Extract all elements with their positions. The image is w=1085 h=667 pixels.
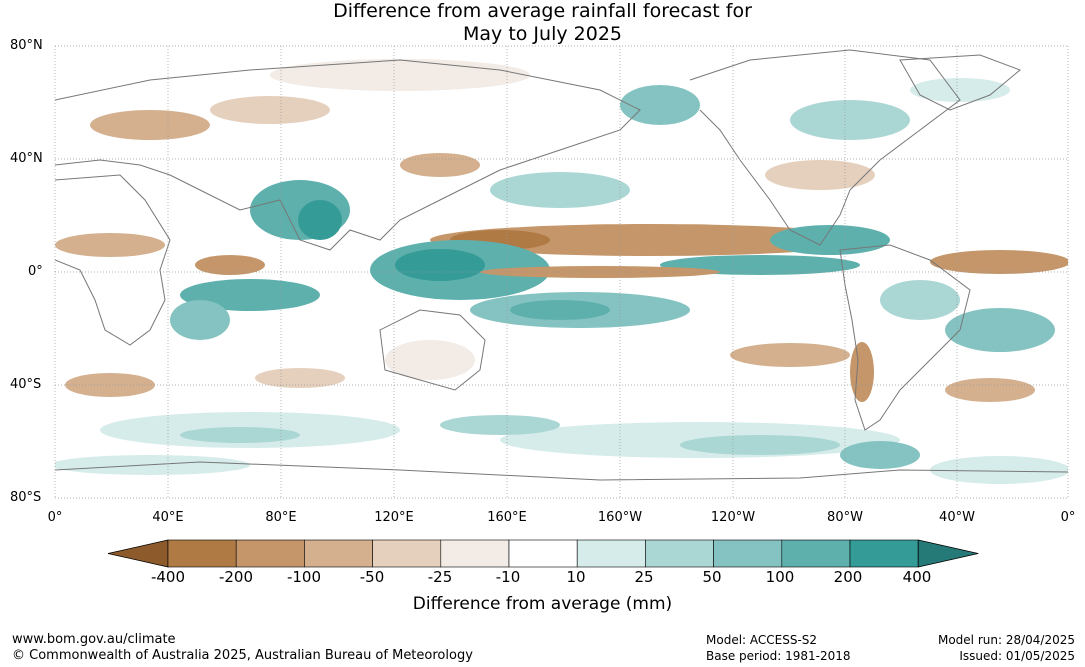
colorbar-bin-10 [781, 539, 851, 568]
colorbar-bin-2 [235, 539, 305, 568]
greenland-outline [899, 54, 1021, 111]
australia-outline [379, 309, 486, 391]
maritime-continent-wet-core [395, 249, 485, 281]
lat-label-0: 0° [28, 264, 43, 279]
siberia-dry-region [90, 110, 210, 140]
colorbar-bin-5 [440, 539, 510, 568]
cb-label-7: 25 [634, 568, 654, 586]
cb-label-0: -400 [150, 568, 186, 586]
colorbar-bin-6 [508, 539, 578, 568]
footer-base-period: Base period: 1981-2018 [706, 649, 851, 663]
footer-copyright: © Commonwealth of Australia 2025, Austra… [12, 648, 473, 663]
lon-label-0-left: 0° [47, 510, 63, 525]
antarctica-outline [55, 461, 1068, 481]
colorbar-bin-9 [713, 539, 783, 568]
equatorial-pacific-dry-band [430, 224, 870, 256]
colorbar-bin-8 [645, 539, 714, 568]
southern-ocean-wet-7 [930, 456, 1068, 484]
lon-label-120e: 120°E [374, 510, 414, 525]
title-line-1: Difference from average rainfall forecas… [333, 0, 752, 22]
spcz-wet-core [510, 300, 610, 320]
lat-label-40n: 40°N [10, 151, 43, 166]
lon-label-80e: 80°E [265, 510, 297, 525]
lat-label-80s: 80°S [10, 490, 42, 505]
madagascar-wet [170, 300, 230, 340]
south-pacific-dry [730, 343, 850, 367]
cb-label-5: -10 [495, 568, 521, 586]
title-line-2: May to July 2025 [463, 23, 622, 45]
cb-label-1: -200 [218, 568, 254, 586]
south-atlantic-dry [945, 378, 1035, 402]
lon-label-120w: 120°W [710, 510, 756, 525]
colorbar-bin-7 [576, 539, 646, 568]
gridlines [54, 45, 1069, 499]
colorbar-bin-11 [849, 539, 919, 568]
north-america-outline [689, 49, 961, 246]
colorbar-bin-3 [304, 539, 373, 568]
coastlines [55, 49, 1068, 481]
colorbar-left-arrow [107, 539, 169, 568]
australia-dry [385, 340, 475, 380]
cb-label-11: 400 [902, 568, 932, 586]
colorbar-bin-1 [167, 539, 237, 568]
africa-dry-band [55, 233, 165, 257]
lon-label-40e: 40°E [152, 510, 184, 525]
colorbar-bin-4 [372, 539, 442, 568]
lon-label-160e: 160°E [487, 510, 527, 525]
south-america-inner-wet [880, 280, 960, 320]
colorbar [107, 539, 979, 568]
lon-label-40w: 40°W [939, 510, 975, 525]
southern-ocean-wet-5 [680, 435, 840, 455]
cb-label-10: 200 [833, 568, 863, 586]
eurasia-outline [55, 59, 641, 251]
cb-label-9: 100 [765, 568, 795, 586]
footer-url[interactable]: www.bom.gov.au/climate [12, 632, 176, 647]
footer-model-run: Model run: 28/04/2025 [937, 633, 1075, 647]
south-america-outline [839, 244, 971, 431]
cb-label-8: 50 [702, 568, 722, 586]
north-pacific-wet-region [620, 85, 700, 125]
cb-label-6: 10 [566, 568, 586, 586]
southern-ocean-wet-2 [180, 427, 300, 443]
equator-dry-band [480, 266, 720, 278]
bay-of-bengal-wet [298, 200, 342, 240]
lat-label-80n: 80°N [10, 38, 43, 53]
cb-label-2: -100 [286, 568, 322, 586]
greenland-wet-region [910, 78, 1010, 102]
lat-label-40s: 40°S [10, 377, 42, 392]
southern-ocean-wet-4 [440, 415, 560, 435]
footer-issued: Issued: 01/05/2025 [959, 649, 1075, 663]
indian-ocean-dry [195, 255, 265, 275]
africa-outline [55, 174, 171, 346]
colorbar-right-arrow [917, 539, 979, 568]
lon-label-160w: 160°W [597, 510, 643, 525]
lon-label-80w: 80°W [827, 510, 863, 525]
europe-dry-region [210, 96, 330, 124]
usa-dry-region [765, 160, 875, 190]
colorbar-title: Difference from average (mm) [412, 594, 673, 614]
north-pacific-tropical-wet [490, 172, 630, 208]
south-indian-ocean-dry [255, 368, 345, 388]
atlantic-dry-band [930, 250, 1068, 274]
anomaly-fields [55, 59, 1068, 484]
lon-label-0-right: 0° [1060, 510, 1076, 525]
north-america-wet-region [790, 100, 910, 140]
south-america-wet [945, 308, 1055, 352]
cb-label-3: -50 [359, 568, 385, 586]
cb-label-4: -25 [427, 568, 453, 586]
southern-ocean-wet-6 [840, 441, 920, 469]
footer-model: Model: ACCESS-S2 [706, 633, 818, 647]
chart-title: Difference from average rainfall forecas… [0, 0, 1085, 46]
